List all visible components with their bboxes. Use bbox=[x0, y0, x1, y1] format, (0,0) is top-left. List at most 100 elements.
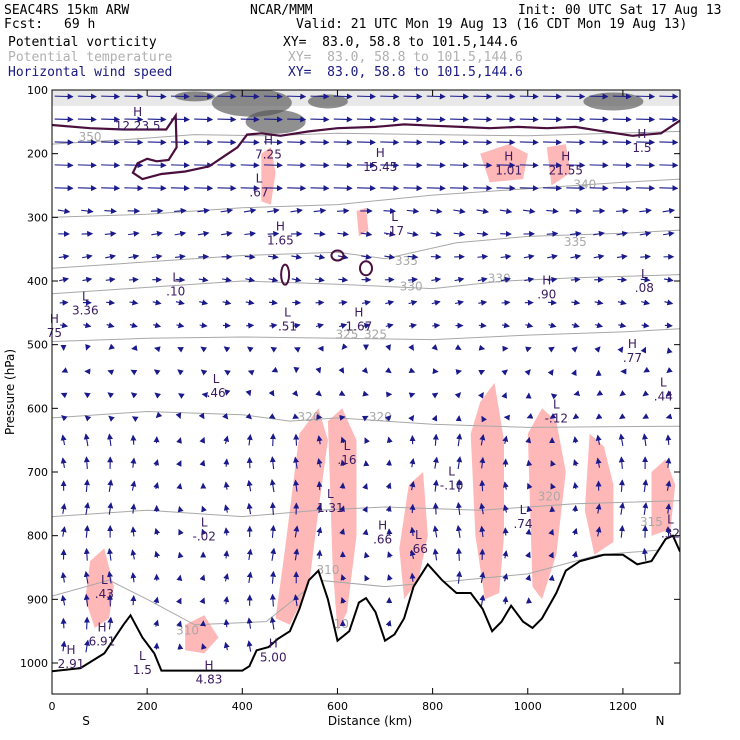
wind-vector bbox=[316, 458, 323, 468]
wind-vector bbox=[223, 481, 230, 490]
extrema-layer: H12.23.5H7.25L.67H15.45H1.65L.17H1.01H21… bbox=[47, 105, 680, 687]
wind-vector bbox=[432, 456, 439, 469]
wind-vector bbox=[247, 369, 255, 376]
wind-vector bbox=[268, 253, 279, 260]
field-pv-xy: XY= 83.0, 58.8 to 101.5,144.6 bbox=[283, 35, 518, 50]
wind-vector bbox=[340, 459, 347, 467]
wind-vector bbox=[340, 436, 347, 444]
wind-vector bbox=[222, 412, 229, 420]
wind-vector bbox=[409, 549, 416, 560]
wind-vector bbox=[380, 139, 400, 146]
wind-vector bbox=[151, 230, 163, 237]
wind-vector bbox=[502, 550, 509, 559]
wind-vector bbox=[496, 116, 516, 123]
wind-vector bbox=[175, 253, 186, 260]
wind-vector bbox=[617, 346, 624, 354]
wind-vector bbox=[153, 596, 160, 604]
wind-vector bbox=[197, 207, 210, 214]
x-tick-label: 400 bbox=[232, 700, 253, 713]
wind-vector bbox=[152, 299, 162, 306]
wind-vector bbox=[170, 93, 190, 100]
wind-vector bbox=[314, 253, 326, 260]
wind-vector bbox=[595, 434, 602, 445]
extremum-value: .51 bbox=[278, 319, 297, 333]
cloud-patch bbox=[583, 92, 644, 111]
wind-vector bbox=[107, 392, 115, 399]
extremum-value: 1.5 bbox=[632, 141, 651, 155]
wind-vector bbox=[107, 369, 115, 376]
wind-vector bbox=[107, 502, 114, 515]
wind-vector bbox=[269, 616, 276, 630]
wind-vector bbox=[293, 347, 301, 353]
x-tick-label: 800 bbox=[422, 700, 443, 713]
field-theta-name: Potential temperature bbox=[8, 50, 173, 65]
extremum-type: L bbox=[201, 515, 208, 529]
wind-vector bbox=[268, 413, 276, 420]
wind-vector bbox=[387, 551, 393, 558]
wind-vector bbox=[293, 525, 300, 538]
wind-vector bbox=[199, 322, 208, 329]
wind-vector bbox=[333, 139, 353, 146]
wind-vector bbox=[409, 526, 416, 537]
extremum-value: 1.67 bbox=[346, 319, 373, 333]
wind-vector bbox=[519, 93, 539, 100]
extremum-type: L bbox=[172, 270, 179, 284]
wind-vector bbox=[263, 93, 283, 100]
wind-vector bbox=[476, 230, 489, 237]
wind-vector bbox=[386, 459, 392, 466]
wind-vector bbox=[83, 616, 90, 630]
wind-vector bbox=[316, 503, 323, 514]
wind-vector bbox=[269, 322, 278, 329]
wind-vector bbox=[499, 208, 513, 215]
extremum-type: L bbox=[667, 512, 674, 526]
wind-vector bbox=[640, 253, 651, 260]
wind-vector bbox=[618, 525, 625, 538]
theta-contour bbox=[52, 229, 680, 269]
wind-vector bbox=[479, 434, 486, 446]
wind-vector bbox=[247, 346, 254, 353]
wind-vector bbox=[616, 207, 629, 214]
wind-vector bbox=[244, 230, 256, 237]
wind-vector bbox=[128, 253, 140, 260]
wind-vector bbox=[426, 185, 446, 192]
wind-vector bbox=[550, 460, 556, 467]
wind-vector bbox=[407, 231, 419, 237]
wind-vector bbox=[77, 93, 97, 100]
wind-vector bbox=[362, 483, 368, 490]
wind-vector bbox=[569, 230, 582, 237]
field-theta-xy: XY= 83.0, 58.8 to 101.5,144.6 bbox=[288, 50, 523, 65]
wind-vector bbox=[153, 482, 160, 490]
wind-vector bbox=[220, 207, 234, 214]
wind-vector bbox=[108, 415, 115, 422]
field-pv-name: Potential vorticity bbox=[8, 35, 157, 50]
wind-vector bbox=[61, 415, 68, 422]
wind-vector bbox=[589, 93, 609, 100]
wind-vector bbox=[619, 413, 626, 420]
wind-vector bbox=[431, 299, 441, 306]
extremum-value: .10 bbox=[166, 284, 185, 298]
wind-vector bbox=[293, 548, 300, 561]
wind-vector bbox=[176, 620, 182, 628]
wind-vector bbox=[385, 299, 395, 306]
axes-layer: 100 200 300 400 500 600 700 800 900 1000 0 200 400 60… bbox=[20, 84, 680, 713]
wind-vector bbox=[385, 344, 391, 351]
wind-vector bbox=[571, 527, 578, 536]
wind-vector bbox=[593, 230, 605, 237]
wind-vector bbox=[519, 116, 539, 123]
wind-vector bbox=[310, 185, 330, 192]
wind-vector bbox=[246, 571, 253, 583]
wind-vector bbox=[60, 526, 67, 537]
wind-vector bbox=[429, 208, 443, 215]
wind-vector bbox=[566, 185, 586, 192]
wind-vector bbox=[361, 367, 368, 374]
wind-vector bbox=[128, 276, 139, 283]
wind-vector bbox=[385, 505, 392, 512]
wind-vector bbox=[525, 346, 532, 353]
wind-vector bbox=[270, 346, 278, 353]
wind-vector bbox=[130, 392, 138, 399]
wind-vector bbox=[594, 346, 601, 353]
wind-vector bbox=[341, 343, 348, 350]
wind-vector bbox=[478, 344, 486, 351]
wind-vector bbox=[269, 593, 276, 607]
extremum-type: H bbox=[276, 219, 285, 233]
